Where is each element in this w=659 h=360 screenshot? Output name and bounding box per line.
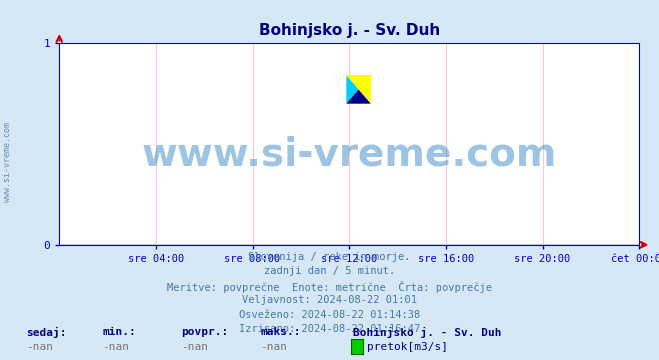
Text: Meritve: povprečne  Enote: metrične  Črta: povprečje: Meritve: povprečne Enote: metrične Črta:… xyxy=(167,281,492,293)
Polygon shape xyxy=(347,90,371,104)
Text: www.si-vreme.com: www.si-vreme.com xyxy=(3,122,13,202)
Text: -nan: -nan xyxy=(181,342,208,352)
Text: Bohinjsko j. - Sv. Duh: Bohinjsko j. - Sv. Duh xyxy=(353,327,501,338)
Polygon shape xyxy=(347,76,371,104)
Text: www.si-vreme.com: www.si-vreme.com xyxy=(142,135,557,173)
Text: -nan: -nan xyxy=(260,342,287,352)
Text: maks.:: maks.: xyxy=(260,327,301,337)
Text: -nan: -nan xyxy=(26,342,53,352)
Text: Veljavnost: 2024-08-22 01:01: Veljavnost: 2024-08-22 01:01 xyxy=(242,295,417,305)
Text: Slovenija / reke in morje.: Slovenija / reke in morje. xyxy=(248,252,411,262)
Polygon shape xyxy=(347,76,358,104)
Text: Osveženo: 2024-08-22 01:14:38: Osveženo: 2024-08-22 01:14:38 xyxy=(239,310,420,320)
Text: min.:: min.: xyxy=(102,327,136,337)
Text: -nan: -nan xyxy=(102,342,129,352)
Text: sedaj:: sedaj: xyxy=(26,327,67,338)
Title: Bohinjsko j. - Sv. Duh: Bohinjsko j. - Sv. Duh xyxy=(258,23,440,38)
Text: povpr.:: povpr.: xyxy=(181,327,229,337)
Text: Izrisano: 2024-08-22 01:16:47: Izrisano: 2024-08-22 01:16:47 xyxy=(239,324,420,334)
Text: zadnji dan / 5 minut.: zadnji dan / 5 minut. xyxy=(264,266,395,276)
Text: pretok[m3/s]: pretok[m3/s] xyxy=(367,342,448,352)
